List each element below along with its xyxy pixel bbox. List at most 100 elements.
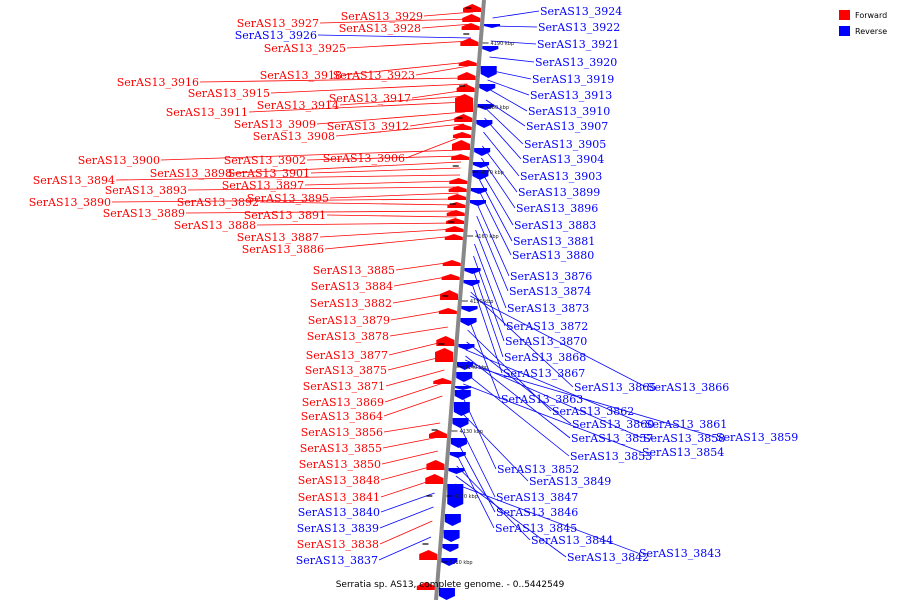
connector-line xyxy=(405,135,464,159)
connector-line xyxy=(468,317,501,400)
gene-label-SerAS13_3855: SerAS13_3855 xyxy=(300,442,382,455)
gene-label-SerAS13_3902: SerAS13_3902 xyxy=(224,154,306,167)
gene-label-SerAS13_3898: SerAS13_3898 xyxy=(150,167,232,180)
gene-label-SerAS13_3876: SerAS13_3876 xyxy=(510,270,592,283)
connector-line xyxy=(259,201,458,206)
gene-label-SerAS13_3845: SerAS13_3845 xyxy=(495,522,577,535)
gene-label-SerAS13_3869: SerAS13_3869 xyxy=(302,396,384,409)
forward-gene-arrow xyxy=(461,23,480,30)
forward-gene-arrow xyxy=(463,4,482,12)
gene-label-SerAS13_3905: SerAS13_3905 xyxy=(524,138,606,151)
connector-line xyxy=(476,215,509,292)
gene-label-SerAS13_3871: SerAS13_3871 xyxy=(303,380,385,393)
connector-line xyxy=(160,149,463,161)
gene-label-SerAS13_3925: SerAS13_3925 xyxy=(264,42,346,55)
forward-gene-arrow xyxy=(449,178,468,184)
forward-gene-arrow xyxy=(447,202,466,208)
connector-line xyxy=(485,107,524,145)
reverse-gene-arrow xyxy=(470,200,486,206)
scale-tick-label: 4160 kbp xyxy=(475,234,499,240)
gene-label-SerAS13_3848: SerAS13_3848 xyxy=(298,474,380,487)
connector-line xyxy=(383,395,443,417)
reverse-gene-arrow xyxy=(482,46,499,52)
gene-label-SerAS13_3889: SerAS13_3889 xyxy=(103,207,185,220)
reverse-gene-arrow xyxy=(448,468,465,474)
forward-gene-arrow xyxy=(448,186,467,192)
legend-reverse-label: Reverse xyxy=(855,27,887,36)
reverse-gene-arrow xyxy=(464,268,481,274)
gene-label-SerAS13_3862: SerAS13_3862 xyxy=(552,405,634,418)
forward-gene-arrow xyxy=(454,114,473,122)
gene-label-SerAS13_3907: SerAS13_3907 xyxy=(526,120,608,133)
connector-line xyxy=(379,506,434,529)
forward-gene-arrow xyxy=(425,474,444,484)
gene-label-SerAS13_3909: SerAS13_3909 xyxy=(234,118,316,131)
reverse-gene-arrow xyxy=(442,544,459,552)
connector-line xyxy=(382,436,440,449)
connector-line xyxy=(478,189,512,256)
reverse-gene-arrow xyxy=(484,24,501,28)
reverse-gene-arrow xyxy=(480,66,497,78)
connector-line xyxy=(270,83,468,94)
gene-label-SerAS13_3879: SerAS13_3879 xyxy=(308,314,390,327)
gene-label-SerAS13_3929: SerAS13_3929 xyxy=(341,10,423,23)
forward-gene-arrow xyxy=(446,218,465,224)
gene-label-SerAS13_3920: SerAS13_3920 xyxy=(535,56,617,69)
connector-line xyxy=(316,111,466,125)
forward-gene-arrow xyxy=(435,348,454,362)
gene-label-SerAS13_3860: SerAS13_3860 xyxy=(572,418,654,431)
scale-ticks: 4190 kbp 4180 kbp 4170 kbp 4160 kbp 4150 kbp… xyxy=(441,41,514,566)
gene-label-SerAS13_3918: SerAS13_3918 xyxy=(260,69,342,82)
gene-label-SerAS13_3895: SerAS13_3895 xyxy=(247,192,329,205)
connector-line xyxy=(480,169,514,226)
connector-line xyxy=(415,65,469,76)
connector-line xyxy=(460,411,529,482)
gene-label-SerAS13_3873: SerAS13_3873 xyxy=(507,302,589,315)
legend: Forward Reverse xyxy=(839,10,887,36)
gene-label-SerAS13_3897: SerAS13_3897 xyxy=(222,179,304,192)
connector-line xyxy=(384,382,444,403)
gene-label-SerAS13_3858: SerAS13_3858 xyxy=(643,432,725,445)
legend-forward-label: Forward xyxy=(855,11,887,20)
gene-label-SerAS13_3910: SerAS13_3910 xyxy=(528,105,610,118)
gene-label-SerAS13_3840: SerAS13_3840 xyxy=(298,506,380,519)
gene-label-SerAS13_3854: SerAS13_3854 xyxy=(642,446,724,459)
connector-line xyxy=(329,192,459,199)
reverse-gene-arrow xyxy=(470,188,487,194)
gene-label-SerAS13_3914: SerAS13_3914 xyxy=(257,99,339,112)
forward-gene-arrow xyxy=(426,460,445,470)
connector-line xyxy=(187,186,460,191)
scale-tick-label: 4130 kbp xyxy=(460,429,484,435)
gene-label-SerAS13_3892: SerAS13_3892 xyxy=(177,196,259,209)
gene-label-SerAS13_3883: SerAS13_3883 xyxy=(514,219,596,232)
gene-label-SerAS13_3838: SerAS13_3838 xyxy=(297,538,379,551)
gene-label-SerAS13_3868: SerAS13_3868 xyxy=(504,351,586,364)
connector-line xyxy=(185,210,458,214)
gene-label-SerAS13_3852: SerAS13_3852 xyxy=(497,463,579,476)
forward-gene-arrow xyxy=(453,124,472,130)
connector-line xyxy=(490,40,537,45)
forward-gene-arrow xyxy=(448,194,466,200)
forward-gene-arrow xyxy=(419,550,438,560)
gene-label-SerAS13_3901: SerAS13_3901 xyxy=(228,167,310,180)
connector-line xyxy=(455,475,567,558)
forward-gene-arrow xyxy=(451,154,470,160)
gene-label-SerAS13_3890: SerAS13_3890 xyxy=(29,196,111,209)
connector-line xyxy=(487,79,530,96)
gene-label-SerAS13_3866: SerAS13_3866 xyxy=(647,381,729,394)
connector-line xyxy=(459,425,496,498)
connector-line xyxy=(477,204,510,277)
connector-line xyxy=(470,295,647,388)
gene-label-SerAS13_3893: SerAS13_3893 xyxy=(105,184,187,197)
gene-label-SerAS13_3891: SerAS13_3891 xyxy=(244,209,326,222)
connector-line xyxy=(256,222,457,226)
reverse-gene-arrow xyxy=(460,318,477,326)
reverse-gene-arrow xyxy=(454,390,471,400)
gene-label-SerAS13_3865: SerAS13_3865 xyxy=(574,381,656,394)
gene-label-SerAS13_3887: SerAS13_3887 xyxy=(237,231,319,244)
forward-gene-arrow xyxy=(452,140,470,150)
connector-line xyxy=(423,11,474,17)
gene-label-SerAS13_3912: SerAS13_3912 xyxy=(327,120,409,133)
gene-label-SerAS13_3853: SerAS13_3853 xyxy=(570,450,652,463)
gene-label-SerAS13_3850: SerAS13_3850 xyxy=(299,458,381,471)
